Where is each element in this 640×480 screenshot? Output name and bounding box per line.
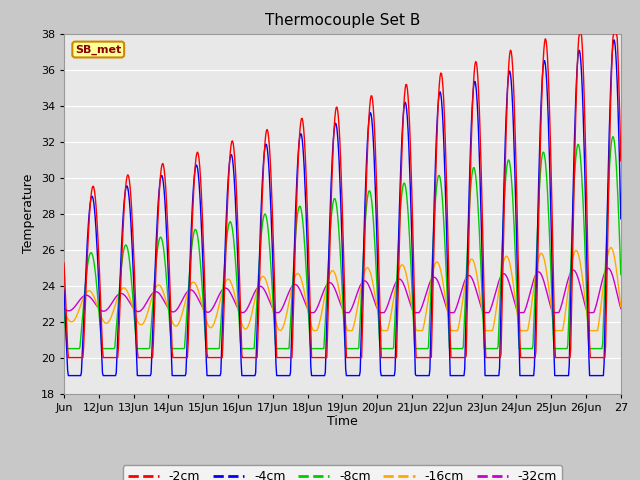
X-axis label: Time: Time <box>327 415 358 429</box>
Y-axis label: Temperature: Temperature <box>22 174 35 253</box>
Legend: -2cm, -4cm, -8cm, -16cm, -32cm: -2cm, -4cm, -8cm, -16cm, -32cm <box>123 465 562 480</box>
Title: Thermocouple Set B: Thermocouple Set B <box>265 13 420 28</box>
Text: SB_met: SB_met <box>75 44 122 55</box>
